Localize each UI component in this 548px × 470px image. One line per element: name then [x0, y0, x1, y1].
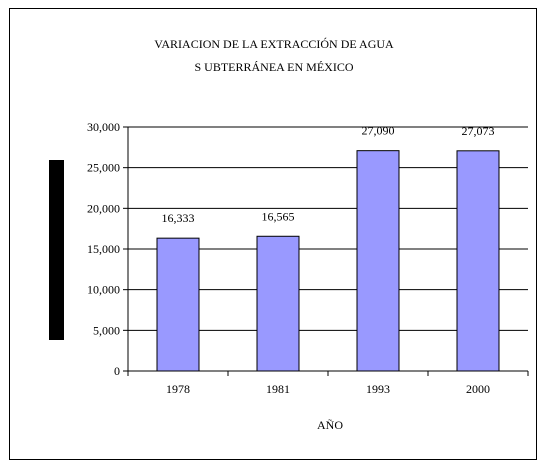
bar-1981	[256, 235, 300, 372]
y-tick-label: 0	[114, 364, 120, 378]
bars	[156, 150, 500, 372]
data-label-2000: 27,073	[462, 124, 495, 138]
y-tick-label: 25,000	[87, 161, 120, 175]
bar-1993	[356, 150, 400, 372]
chart-title-line-2: S UBTERRÁNEA EN MÉXICO	[194, 60, 353, 74]
data-label-1981: 16,565	[262, 209, 295, 223]
x-tick-label-1981: 1981	[266, 382, 290, 396]
data-label-1993: 27,090	[362, 124, 395, 138]
y-tick-label: 5,000	[93, 323, 120, 337]
data-label-1978: 16,333	[162, 211, 195, 225]
y-tick-label: 15,000	[87, 242, 120, 256]
bar-1978	[156, 237, 200, 372]
y-axis-ticks: 0 5,000 10,000 15,000 20,000 25,000 30,000	[87, 120, 128, 378]
y-tick-label: 10,000	[87, 283, 120, 297]
chart-frame	[9, 8, 537, 460]
data-labels: 16,333 16,565 27,090 27,073	[162, 124, 495, 225]
chart-title-line-1: VARIACION DE LA EXTRACCIÓN DE AGUA	[154, 37, 394, 51]
x-tick-label-1993: 1993	[366, 382, 390, 396]
y-axis-label-box	[49, 160, 64, 340]
y-tick-label: 30,000	[87, 120, 120, 134]
x-tick-label-1978: 1978	[166, 382, 190, 396]
bar-2000	[456, 150, 500, 372]
x-axis-label: AÑO	[317, 418, 343, 432]
y-tick-label: 20,000	[87, 201, 120, 215]
x-axis-ticks: 1978 1981 1993 2000	[127, 371, 529, 396]
x-tick-label-2000: 2000	[466, 382, 490, 396]
